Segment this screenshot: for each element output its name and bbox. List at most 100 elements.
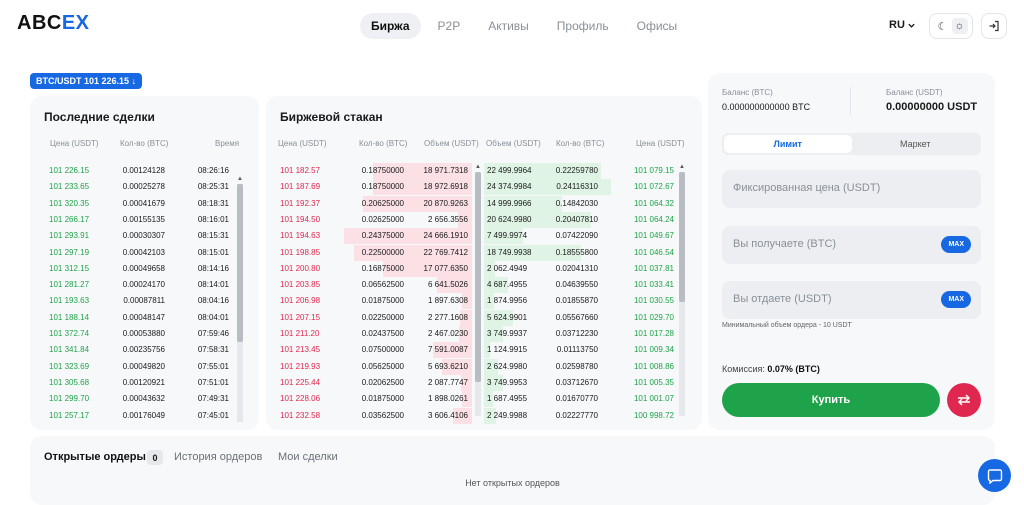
bid-cell[interactable]: 24 374.9984 <box>487 182 532 192</box>
support-chat-button[interactable] <box>978 459 1011 492</box>
bid-cell[interactable]: 101 072.67 <box>633 182 674 192</box>
nav-p2p[interactable]: P2P <box>437 19 461 33</box>
nav-profile[interactable]: Профиль <box>556 19 609 33</box>
language-selector[interactable]: RU <box>889 19 916 31</box>
tab-market[interactable]: Маркет <box>900 139 931 149</box>
scroll-up-icon[interactable]: ▲ <box>679 164 685 170</box>
ask-cell[interactable]: 3 606.4106 <box>427 410 468 420</box>
ask-cell[interactable]: 7 591.0087 <box>427 345 468 355</box>
bids-scroll-thumb[interactable] <box>679 172 685 302</box>
bid-cell[interactable]: 7 499.9974 <box>487 231 528 241</box>
bid-cell[interactable]: 101 001.07 <box>633 394 674 404</box>
bid-cell[interactable]: 4 687.4955 <box>487 280 528 290</box>
ask-cell[interactable]: 101 232.58 <box>280 410 321 420</box>
ask-cell[interactable]: 0.20625000 <box>361 198 404 208</box>
bid-cell[interactable]: 101 046.54 <box>633 247 674 257</box>
ask-cell[interactable]: 101 219.93 <box>280 361 321 371</box>
ask-cell[interactable]: 101 200.80 <box>280 263 321 273</box>
pair-selector[interactable]: BTC/USDT 101 226.15 ↓ <box>30 73 143 89</box>
ask-cell[interactable]: 0.02062500 <box>361 377 404 387</box>
bid-cell[interactable]: 0.01855870 <box>555 296 598 306</box>
ask-cell[interactable]: 101 207.15 <box>280 312 321 322</box>
ask-cell[interactable]: 1 898.0261 <box>427 394 468 404</box>
ask-cell[interactable]: 6 641.5026 <box>427 280 468 290</box>
bid-cell[interactable]: 3 749.9953 <box>487 377 528 387</box>
ask-cell[interactable]: 101 206.98 <box>280 296 321 306</box>
ask-cell[interactable]: 2 277.1608 <box>427 312 468 322</box>
bid-cell[interactable]: 101 079.15 <box>633 166 674 175</box>
give-max-button[interactable]: MAX <box>941 291 971 308</box>
bid-cell[interactable]: 0.20407810 <box>555 214 598 224</box>
give-input[interactable]: Вы отдаете (USDT) MAX <box>722 281 981 319</box>
bid-cell[interactable]: 101 005.35 <box>633 377 674 387</box>
bid-cell[interactable]: 2 249.9988 <box>487 410 528 420</box>
moon-icon[interactable]: ☾ <box>937 20 948 33</box>
ask-cell[interactable]: 0.01875000 <box>361 394 404 404</box>
bid-cell[interactable]: 101 064.24 <box>633 214 674 224</box>
ask-cell[interactable]: 101 192.37 <box>280 198 321 208</box>
price-input[interactable]: Фиксированная цена (USDT) <box>722 170 981 208</box>
nav-exchange[interactable]: Биржа <box>360 13 421 39</box>
bid-cell[interactable]: 0.18555800 <box>555 247 598 257</box>
bid-cell[interactable]: 14 999.9966 <box>487 198 532 208</box>
ask-cell[interactable]: 5 693.6210 <box>427 361 468 371</box>
swap-button[interactable] <box>947 383 981 417</box>
ask-cell[interactable]: 0.18750000 <box>361 182 404 192</box>
bid-cell[interactable]: 1 874.9956 <box>487 296 528 306</box>
theme-toggle[interactable]: ☾ ☼ <box>929 13 973 39</box>
bid-cell[interactable]: 0.03712670 <box>555 377 598 387</box>
ask-cell[interactable]: 101 187.69 <box>280 182 321 192</box>
ask-cell[interactable]: 18 971.7318 <box>423 166 469 175</box>
bid-cell[interactable]: 0.02227770 <box>555 410 598 420</box>
bid-cell[interactable]: 0.02041310 <box>555 263 598 273</box>
ask-cell[interactable]: 0.16875000 <box>361 263 404 273</box>
ask-cell[interactable]: 101 194.63 <box>280 231 321 241</box>
ask-cell[interactable]: 101 228.06 <box>280 394 321 404</box>
ask-cell[interactable]: 17 077.6350 <box>423 263 469 273</box>
ask-cell[interactable]: 101 225.44 <box>280 377 321 387</box>
bid-cell[interactable]: 20 624.9980 <box>487 214 532 224</box>
ask-cell[interactable]: 0.02625000 <box>361 214 404 224</box>
bid-cell[interactable]: 0.02598780 <box>555 361 598 371</box>
nav-assets[interactable]: Активы <box>488 19 529 33</box>
login-button[interactable] <box>981 13 1007 39</box>
tab-my-trades[interactable]: Мои сделки <box>278 451 338 463</box>
ask-cell[interactable]: 2 656.3556 <box>427 214 468 224</box>
bid-cell[interactable]: 100 998.72 <box>633 410 674 420</box>
bid-cell[interactable]: 1 124.9915 <box>487 345 528 355</box>
ask-cell[interactable]: 0.18750000 <box>361 166 404 175</box>
bid-cell[interactable]: 0.07422090 <box>555 231 598 241</box>
scroll-up-icon[interactable]: ▲ <box>475 164 481 170</box>
bid-cell[interactable]: 0.03712230 <box>555 329 598 338</box>
ask-cell[interactable]: 101 203.85 <box>280 280 321 290</box>
ask-cell[interactable]: 101 182.57 <box>280 166 321 175</box>
bid-cell[interactable]: 101 030.55 <box>633 296 674 306</box>
bid-cell[interactable]: 0.14842030 <box>555 198 598 208</box>
bid-cell[interactable]: 2 624.9980 <box>487 361 528 371</box>
bid-cell[interactable]: 101 009.34 <box>633 345 674 355</box>
bid-cell[interactable]: 18 749.9938 <box>487 247 532 257</box>
ask-cell[interactable]: 0.05625000 <box>361 361 404 371</box>
ask-cell[interactable]: 101 211.20 <box>280 329 320 338</box>
bid-cell[interactable]: 101 017.28 <box>633 329 674 338</box>
bid-cell[interactable]: 101 033.41 <box>633 280 674 290</box>
tab-open-orders[interactable]: Открытые ордеры <box>44 451 146 463</box>
bid-cell[interactable]: 101 049.67 <box>633 231 674 241</box>
bid-cell[interactable]: 101 037.81 <box>633 263 674 273</box>
ask-cell[interactable]: 0.03562500 <box>361 410 404 420</box>
bid-cell[interactable]: 0.05567660 <box>555 312 598 322</box>
bid-cell[interactable]: 0.24116310 <box>556 182 598 192</box>
sun-icon[interactable]: ☼ <box>951 18 968 34</box>
ask-cell[interactable]: 101 198.85 <box>280 247 321 257</box>
bid-cell[interactable]: 0.22259780 <box>555 166 598 175</box>
bid-cell[interactable]: 101 029.70 <box>633 312 674 322</box>
ask-cell[interactable]: 18 972.6918 <box>423 182 469 192</box>
ask-cell[interactable]: 0.01875000 <box>361 296 404 306</box>
bid-cell[interactable]: 3 749.9937 <box>487 329 528 338</box>
receive-max-button[interactable]: MAX <box>941 236 971 253</box>
ask-cell[interactable]: 0.06562500 <box>361 280 404 290</box>
trades-scroll-thumb[interactable] <box>237 184 243 342</box>
bid-cell[interactable]: 0.01670770 <box>555 394 598 404</box>
ask-cell[interactable]: 2 467.0230 <box>427 329 468 338</box>
ask-cell[interactable]: 1 897.6308 <box>427 296 468 306</box>
